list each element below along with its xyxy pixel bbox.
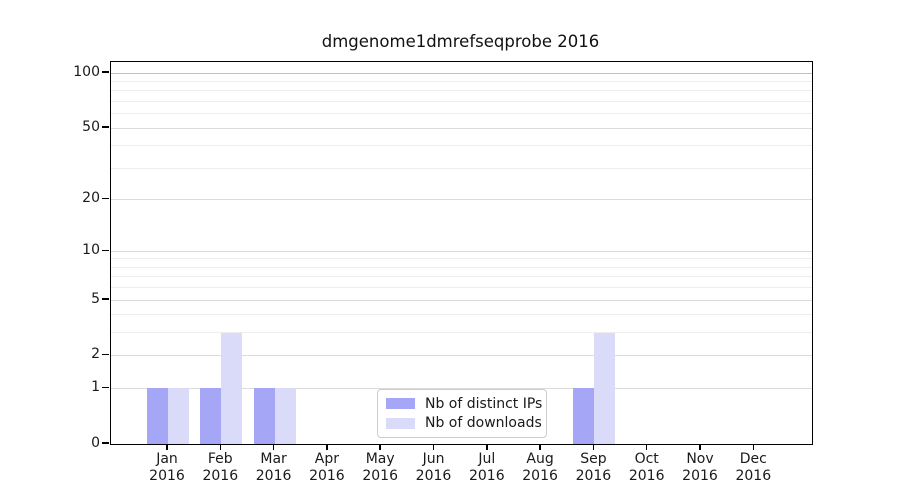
x-tick-mark <box>752 445 755 450</box>
x-tick-mark <box>379 445 381 450</box>
y-tick-label: 50 <box>82 118 100 135</box>
legend-label-downloads: Nb of downloads <box>425 415 542 432</box>
x-tick-label: Jul 2016 <box>468 451 505 484</box>
y-tick-mark <box>102 386 109 389</box>
y-gridline-minor <box>111 100 812 102</box>
y-tick-mark <box>102 442 109 444</box>
y-tick-mark <box>102 71 109 73</box>
x-tick-label: Aug 2016 <box>522 451 558 484</box>
x-tick-label: May 2016 <box>362 451 398 484</box>
bar-downloads <box>168 388 189 444</box>
y-gridline-minor <box>111 145 812 147</box>
y-gridline-minor <box>111 266 812 268</box>
y-gridline-major <box>111 198 812 200</box>
y-tick-mark <box>102 298 109 300</box>
y-gridline-major <box>111 127 812 129</box>
y-gridline-minor <box>111 113 812 115</box>
y-tick-label: 20 <box>82 189 100 206</box>
x-tick-mark <box>486 445 488 450</box>
y-tick-label: 1 <box>91 378 100 395</box>
x-tick-label: Mar 2016 <box>255 451 292 484</box>
bar-distinct-ips <box>200 388 222 444</box>
y-gridline-minor <box>111 287 812 289</box>
x-tick-mark <box>432 445 435 450</box>
bar-downloads <box>274 388 296 444</box>
x-tick-label: Apr 2016 <box>309 451 345 484</box>
y-tick-mark <box>102 197 109 200</box>
y-tick-label: 2 <box>91 346 100 363</box>
x-tick-mark <box>272 445 275 450</box>
legend-swatch-distinct-ips <box>386 398 415 410</box>
y-gridline-minor <box>111 167 812 169</box>
y-gridline-minor <box>111 258 812 260</box>
legend: Nb of distinct IPs Nb of downloads <box>377 389 547 438</box>
y-tick-mark <box>102 353 109 356</box>
bar-distinct-ips <box>253 388 275 444</box>
x-tick-label: Jun 2016 <box>415 451 452 484</box>
x-tick-label: Oct 2016 <box>628 451 665 484</box>
legend-item-distinct-ips: Nb of distinct IPs <box>386 396 542 412</box>
y-gridline-minor <box>111 276 812 278</box>
chart-title: dmgenome1dmrefseqprobe 2016 <box>321 32 600 51</box>
x-tick-label: Jan 2016 <box>149 451 185 484</box>
legend-swatch-downloads <box>386 417 415 429</box>
y-gridline-major <box>111 250 812 252</box>
y-tick-label: 100 <box>73 63 100 80</box>
y-tick-label: 0 <box>91 434 100 451</box>
y-gridline-major <box>111 387 812 389</box>
bar-distinct-ips <box>573 388 595 444</box>
legend-item-downloads: Nb of downloads <box>386 415 542 431</box>
y-gridline-minor <box>111 81 812 82</box>
x-tick-label: Feb 2016 <box>202 451 239 484</box>
x-tick-mark <box>645 445 648 450</box>
y-gridline-minor <box>111 90 812 92</box>
bar-downloads <box>594 332 616 444</box>
legend-label-distinct-ips: Nb of distinct IPs <box>425 395 543 412</box>
x-tick-mark <box>699 445 701 450</box>
x-tick-mark <box>219 445 222 450</box>
y-tick-label: 5 <box>91 290 100 307</box>
y-gridline-major <box>111 355 812 357</box>
bar-downloads <box>221 332 243 444</box>
y-gridline-minor <box>111 314 812 316</box>
y-gridline-major <box>111 72 812 74</box>
x-tick-mark <box>326 445 328 450</box>
y-tick-label: 10 <box>82 241 100 258</box>
x-tick-label: Sep 2016 <box>575 451 612 484</box>
plot-area <box>110 61 813 445</box>
y-tick-mark <box>102 249 109 252</box>
y-gridline-minor <box>111 332 812 334</box>
y-tick-mark <box>102 126 109 128</box>
x-tick-label: Dec 2016 <box>735 451 772 484</box>
x-tick-label: Nov 2016 <box>682 451 718 484</box>
y-gridline-major <box>111 299 812 301</box>
x-tick-mark <box>539 445 541 450</box>
bar-distinct-ips <box>147 388 168 444</box>
x-tick-mark <box>166 445 168 450</box>
x-tick-mark <box>592 445 595 450</box>
